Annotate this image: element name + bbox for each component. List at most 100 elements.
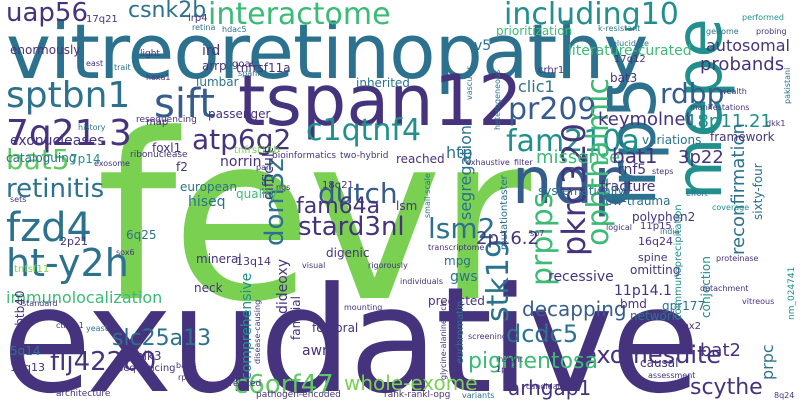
word-fam210a: fam210a (506, 124, 640, 159)
word-arrp: arrp (202, 59, 227, 73)
word-ribonuclease: ribonuclease (130, 150, 188, 160)
word-vitreoretinopathy: vitreoretinopathy (6, 7, 648, 96)
word-tnfrsf11b: tnfrsf11b (234, 145, 280, 156)
word-femoral: femoral (312, 321, 359, 335)
word-manifestations: manifestations (690, 103, 750, 112)
word-scythe: scythe (690, 375, 763, 400)
word-cataloguing: cataloguing (6, 151, 77, 165)
word-trait: trait (114, 63, 131, 72)
word-13q14: 13q14 (236, 255, 271, 268)
word-sets: sets (10, 195, 27, 204)
word-v5: v5 (474, 38, 492, 54)
word-candidate: candidate (526, 382, 566, 391)
word-vascular: vascular (465, 66, 474, 100)
word-ngs: ngs (276, 183, 291, 192)
word-missense: missense (536, 147, 621, 168)
word-slc25a13: slc25a13 (112, 326, 212, 351)
word-atp6g2: atp6g2 (192, 123, 292, 156)
word-retinitis: retinitis (6, 174, 105, 204)
word-lrp4: lrp4 (188, 13, 208, 24)
word-tnfrsf11a: tnfrsf11a (236, 61, 291, 75)
word-segregation: segregation (456, 124, 475, 220)
word-passenger: passenger (208, 107, 271, 121)
word-insight: insight (496, 355, 523, 364)
word-norrin: norrin (220, 154, 262, 170)
word-agilent: agilent (662, 343, 690, 352)
word-history: history (78, 123, 106, 132)
word-rnf5: rnf5 (618, 162, 647, 178)
word-crhr1: crhr1 (538, 65, 565, 76)
word-effort: effort (686, 189, 708, 198)
word-2p21: 2p21 (60, 235, 88, 248)
word-dideoxy: dideoxy (275, 259, 291, 314)
word-east: east (86, 59, 104, 68)
word-rdbp: rdbp (660, 77, 725, 110)
word-variants: variants (462, 391, 495, 400)
word-familial: familial (289, 296, 303, 340)
word-bat2: bat2 (700, 340, 741, 361)
word-ndp: ndp (512, 145, 634, 219)
word-prpc: prpc (758, 344, 777, 380)
word-bioinformatics: bioinformatics (272, 151, 337, 161)
word-fracture: fracture (600, 179, 656, 195)
word-bat5: bat5 (6, 143, 70, 176)
word-sox6: sox6 (116, 248, 135, 257)
word-uap56: uap56 (6, 0, 88, 28)
word-c6orf47: c6orf47 (234, 370, 334, 400)
word-retina: retina (192, 23, 216, 32)
word-sequencing: sequencing (118, 363, 176, 374)
word-18q21: 18q21 (322, 180, 354, 191)
word-polyphen2: polyphen2 (632, 210, 696, 224)
word-clic1: clic1 (518, 77, 555, 96)
word-awry: awry (302, 343, 337, 359)
word-steps: steps (652, 167, 674, 176)
word-exosome: exosome (94, 159, 130, 168)
word-foxl1: foxl1 (152, 141, 182, 155)
word-probands: probands (700, 54, 785, 75)
word-exomesuite: exomesuite (582, 341, 722, 369)
word-hoxa1: hoxa1 (146, 73, 171, 82)
word-proteinase: proteinase (716, 254, 759, 263)
word-pathogen-encoded: pathogen-encoded (256, 390, 341, 400)
word-sp7: sp7 (530, 229, 545, 238)
word-inherited: inherited (356, 76, 410, 90)
word-keymolnet: keymolnet (598, 109, 693, 130)
word-coimmunoprecipitation: coimmunoprecipitation (673, 204, 684, 320)
word-two-hybrid: two-hybrid (340, 151, 389, 161)
word-lsm2: lsm2 (428, 212, 496, 245)
word-heterogeneous: heterogeneous (493, 69, 502, 130)
word-recessive: recessive (548, 269, 614, 285)
word-euchromatin: euchromatin (455, 300, 466, 364)
word-coverage: coverage (712, 203, 750, 212)
word-decapping: decapping (522, 297, 627, 321)
word-plk3: plk3 (136, 349, 162, 363)
word-disease-causing: disease-causing (253, 299, 262, 364)
word-arhgap1: arhgap1 (508, 376, 592, 400)
word-mounting: mounting (344, 303, 383, 312)
word-spine: spine (638, 251, 668, 264)
word-neck: neck (194, 281, 223, 295)
word-17q21: 17q21 (86, 14, 118, 25)
word-lsm: lsm (396, 199, 418, 213)
word-c1qtnf4: c1qtnf4 (306, 113, 422, 148)
word-enormously: enormously (10, 43, 81, 57)
word-rigorously: rigorously (368, 261, 408, 270)
word-exhaustive: exhaustive (466, 158, 510, 167)
word-bmd: bmd (620, 297, 647, 311)
word-rp: rp (178, 373, 187, 382)
word-stard3nl: stard3nl (298, 212, 405, 242)
word-systematically: systematically (538, 184, 625, 198)
word-ppi: ppi (104, 371, 117, 380)
word-2p16-2: 2p16.2 (476, 228, 539, 249)
word-standard: standard (22, 299, 58, 308)
word-immunolocalization: immunolocalization (6, 288, 163, 307)
word-tnfsf11: tnfsf11 (14, 264, 50, 275)
word-fzd4: fzd4 (6, 205, 92, 251)
word-exonucleases: exonucleases (10, 133, 105, 149)
word-pr209: pr209 (508, 92, 597, 127)
word-framework: framework (710, 130, 775, 144)
word-european: european (180, 180, 237, 194)
word-fevr: fevr (96, 86, 531, 353)
word-lumbar: lumbar (196, 75, 239, 89)
